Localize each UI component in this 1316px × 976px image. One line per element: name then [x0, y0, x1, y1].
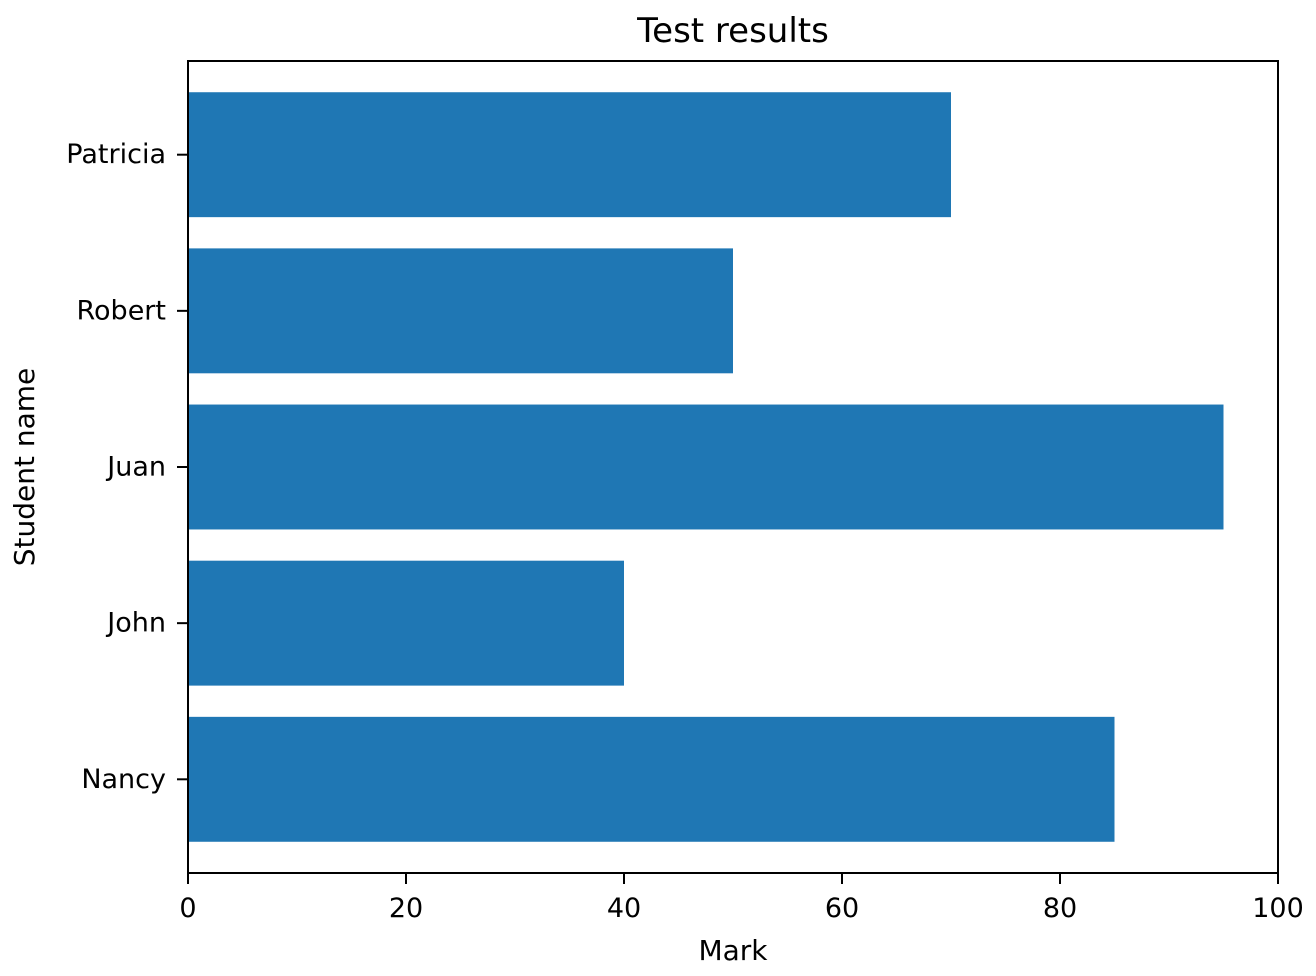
y-tick-label-juan: Juan [105, 452, 166, 483]
x-tick-label: 20 [389, 893, 423, 924]
y-tick-label-robert: Robert [76, 295, 166, 326]
x-axis-label: Mark [698, 934, 768, 967]
y-axis-ticks: Nancy John Juan Robert Patricia [66, 139, 188, 795]
bar-juan [188, 404, 1224, 530]
y-tick-label-patricia: Patricia [66, 139, 166, 170]
bars-group [188, 92, 1224, 842]
x-tick-label: 0 [179, 893, 196, 924]
x-tick-label: 80 [1043, 893, 1077, 924]
bar-nancy [188, 716, 1115, 842]
chart-title: Test results [636, 11, 829, 51]
y-axis-label: Student name [8, 368, 41, 567]
x-tick-label: 60 [825, 893, 859, 924]
plot-frame [187, 60, 1279, 874]
x-tick-label: 40 [607, 893, 641, 924]
x-axis-ticks: 0 20 40 60 80 100 [179, 873, 1304, 924]
x-tick-label: 100 [1252, 893, 1304, 924]
bar-robert [188, 248, 733, 374]
bar-patricia [188, 92, 951, 218]
y-tick-label-nancy: Nancy [81, 764, 166, 795]
y-tick-label-john: John [105, 608, 166, 639]
bar-john [188, 560, 624, 686]
